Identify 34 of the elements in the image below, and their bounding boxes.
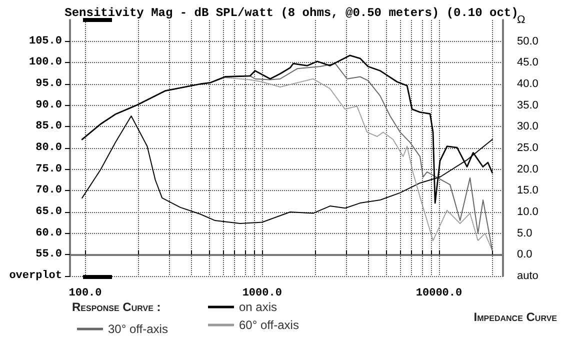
y-tick-label: 100.0 [28,56,62,69]
y-tick-label: 95.0 [36,78,62,90]
chart-title: Sensitivity Mag - dB SPL/watt (8 ohms, @0.50 meters) (0.10 oct) [64,6,518,20]
y2-tick-label: Ω [517,14,526,26]
y2-tick-label: 30.0 [517,120,538,133]
y-tick-label: 60.0 [36,227,62,240]
y-tick-label: 75.0 [36,163,62,176]
y2-tick-label: 40.0 [517,78,538,90]
y-tick-label: 105.0 [28,35,62,48]
y2-tick-label: 45.0 [517,56,538,69]
y-tick-label: 85.0 [36,120,62,133]
legend-label: 30° off-axis [108,322,168,336]
legend-title: Response Curve : [72,300,161,314]
y-tick-label: overplot [9,270,62,282]
y2-tick-label: 0.0 [517,248,532,261]
y2-tick-label: auto [517,270,538,282]
y2-tick-label: 15.0 [517,184,538,197]
y2-tick-label: 25.0 [517,142,538,154]
x-tick-label: 1000.0 [242,288,282,300]
y-tick-label: 55.0 [36,248,62,261]
y-tick-label: 90.0 [36,99,62,112]
y2-tick-label: 35.0 [517,99,538,112]
legend-label: on axis [239,300,278,314]
y2-tick-label: 50.0 [517,35,538,48]
x-tick-label: 10000.0 [416,288,462,300]
y-tick-label: 70.0 [36,184,62,197]
y2-tick-label: 20.0 [517,163,538,176]
y-tick-label: 80.0 [36,142,62,154]
y2-tick-label: 10.0 [517,206,538,218]
x-tick-label: 100.0 [68,288,102,300]
legend-label: 60° off-axis [239,318,299,332]
text: Impedance Curve [474,310,557,324]
y2-tick-label: 5.0 [517,227,532,240]
y-tick-label: 65.0 [36,206,62,218]
